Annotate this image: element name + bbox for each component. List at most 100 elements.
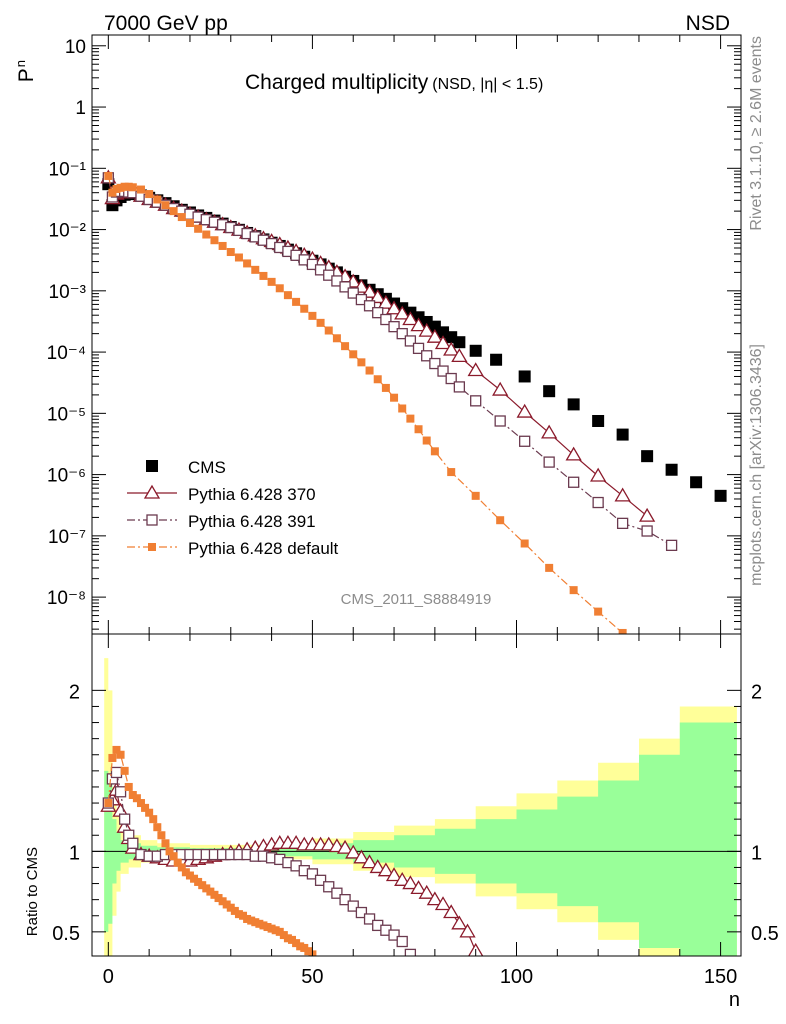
ratio-point-1-28 bbox=[306, 868, 319, 880]
ratio-point-2-17 bbox=[173, 858, 182, 867]
main-point-0-49 bbox=[518, 370, 531, 383]
main-point-3-44 bbox=[447, 468, 456, 477]
main-point-2-36 bbox=[372, 307, 384, 319]
main-point-3-8 bbox=[145, 190, 154, 199]
main-point-3-26 bbox=[292, 297, 301, 306]
ratio-point-2-12 bbox=[153, 823, 162, 832]
main-point-2-48 bbox=[494, 415, 506, 427]
main-point-3-20 bbox=[243, 259, 252, 268]
x-tick-label-1: 50 bbox=[301, 966, 323, 988]
main-point-0-57 bbox=[714, 489, 727, 502]
ratio-point-2-2 bbox=[112, 745, 121, 754]
main-point-3-52 bbox=[643, 667, 651, 675]
main-point-3-36 bbox=[373, 375, 382, 384]
main-point-3-15 bbox=[202, 230, 211, 239]
main-point-3-23 bbox=[267, 277, 276, 286]
main-point-3-9 bbox=[153, 195, 162, 204]
main-ytick-label-2: 10⁻¹ bbox=[49, 159, 87, 180]
legend-label-2: Pythia 6.428 391 bbox=[188, 512, 316, 531]
main-point-3-38 bbox=[390, 393, 399, 402]
main-series-line-3 bbox=[107, 175, 624, 634]
ratio-point-0-44 bbox=[434, 896, 452, 911]
main-point-3-29 bbox=[316, 318, 325, 327]
main-point-3-17 bbox=[218, 241, 227, 250]
ratio-point-2-37 bbox=[255, 919, 264, 928]
main-point-1-48 bbox=[492, 381, 509, 396]
main-ytick-label-3: 10⁻² bbox=[49, 221, 87, 242]
main-point-0-46 bbox=[453, 336, 466, 349]
ratio-ytick-label-left-2: 2 bbox=[69, 681, 80, 703]
ratio-series-2 bbox=[104, 745, 317, 956]
chart-title-sub: (NSD, |η| < 1.5) bbox=[432, 76, 543, 93]
ratio-point-2-45 bbox=[288, 935, 297, 944]
main-point-1-54 bbox=[638, 507, 656, 522]
y-axis-label: Pn bbox=[13, 60, 38, 82]
ratio-point-2-7 bbox=[132, 794, 141, 803]
main-point-2-39 bbox=[396, 327, 408, 340]
ratio-bands bbox=[104, 658, 737, 956]
main-point-2-43 bbox=[429, 357, 441, 370]
ratio-point-2-31 bbox=[230, 906, 239, 915]
main-point-1-37 bbox=[377, 294, 395, 309]
main-point-2-50 bbox=[543, 456, 555, 468]
ratio-point-2-13 bbox=[157, 831, 166, 840]
main-series-3 bbox=[104, 171, 651, 675]
main-point-3-40 bbox=[406, 414, 415, 423]
main-point-1-53 bbox=[614, 487, 631, 502]
main-ytick-label-6: 10⁻⁵ bbox=[47, 404, 86, 425]
main-point-2-53 bbox=[616, 517, 629, 530]
main-point-1-41 bbox=[410, 317, 427, 332]
main-point-3-6 bbox=[128, 183, 137, 192]
ratio-point-1-32 bbox=[339, 894, 351, 906]
legend-marker-3 bbox=[148, 543, 156, 551]
main-point-3-33 bbox=[349, 350, 358, 359]
ratio-point-2-48 bbox=[300, 943, 309, 952]
main-point-3-0 bbox=[104, 171, 113, 180]
ratio-point-2-26 bbox=[210, 890, 219, 899]
main-point-0-51 bbox=[567, 398, 580, 411]
ratio-point-2-49 bbox=[304, 947, 313, 956]
mcplots-label: mcplots.cern.ch [arXiv:1306.3436] bbox=[748, 344, 765, 586]
ratio-point-0-33 bbox=[345, 844, 362, 859]
ratio-point-2-9 bbox=[141, 803, 150, 812]
legend-entry-3: Pythia 6.428 default bbox=[127, 539, 339, 558]
main-point-2-46 bbox=[453, 381, 466, 393]
main-point-2-44 bbox=[437, 365, 449, 377]
main-point-1-40 bbox=[402, 311, 419, 326]
main-point-0-48 bbox=[490, 353, 503, 366]
ratio-plot-frame bbox=[91, 633, 742, 957]
ratio-point-1-30 bbox=[323, 881, 335, 893]
main-point-1-44 bbox=[434, 335, 452, 350]
ratio-point-2-1 bbox=[108, 753, 117, 762]
main-point-3-49 bbox=[569, 586, 578, 595]
ratio-point-2-4 bbox=[120, 766, 129, 775]
main-point-2-32 bbox=[339, 281, 351, 293]
main-point-1-43 bbox=[426, 328, 443, 343]
ratio-point-2-41 bbox=[271, 926, 280, 935]
legend-entry-2: Pythia 6.428 391 bbox=[127, 512, 316, 531]
ratio-point-1-31 bbox=[331, 887, 343, 899]
ratio-point-0-47 bbox=[459, 923, 476, 938]
main-point-1-50 bbox=[541, 424, 558, 439]
main-point-2-41 bbox=[412, 342, 425, 355]
main-point-3-39 bbox=[398, 404, 407, 413]
main-point-3-21 bbox=[251, 265, 260, 274]
main-point-2-51 bbox=[567, 476, 580, 488]
ratio-point-2-47 bbox=[296, 942, 305, 951]
main-point-2-34 bbox=[355, 293, 368, 306]
analysis-watermark: CMS_2011_S8884919 bbox=[341, 591, 492, 608]
ratio-point-2-21 bbox=[190, 874, 199, 883]
ratio-point-2-36 bbox=[251, 918, 260, 927]
rivet-label: Rivet 3.1.10, ≥ 2.6M events bbox=[748, 36, 765, 231]
main-ytick-label-8: 10⁻⁷ bbox=[48, 527, 86, 548]
ratio-y-axis-label: Ratio to CMS bbox=[24, 847, 41, 936]
legend-marker-2 bbox=[146, 514, 158, 526]
ratio-point-2-11 bbox=[149, 815, 158, 824]
ratio-point-2-40 bbox=[267, 924, 276, 933]
main-point-3-5 bbox=[124, 182, 133, 191]
main-point-1-45 bbox=[443, 341, 460, 356]
main-ytick-label-7: 10⁻⁶ bbox=[47, 466, 86, 487]
main-point-3-43 bbox=[430, 447, 439, 456]
main-series-group bbox=[100, 169, 727, 675]
main-point-3-28 bbox=[308, 311, 317, 320]
